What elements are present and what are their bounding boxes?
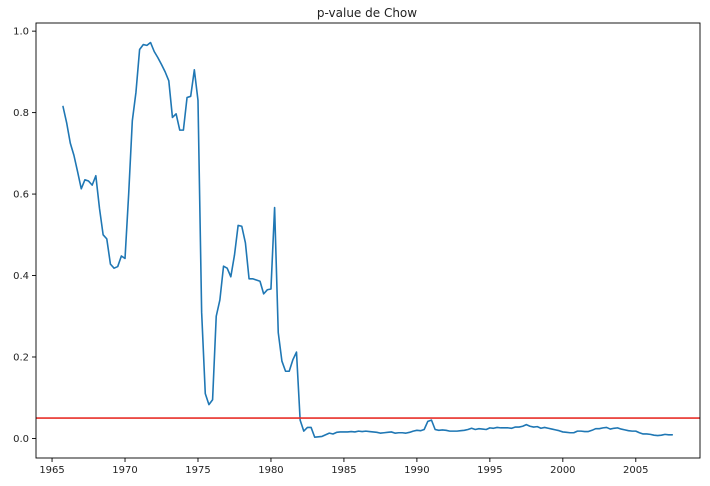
plot-area: [36, 41, 700, 439]
y-tick-label: 0.0: [13, 434, 29, 445]
y-tick-label: 0.2: [13, 352, 29, 363]
y-tick-label: 0.8: [13, 108, 29, 119]
x-tick-label: 1970: [112, 465, 137, 476]
y-tick-label: 0.4: [13, 271, 29, 282]
y-tick-label: 1.0: [13, 27, 29, 38]
axes-frame: [35, 22, 701, 459]
x-tick-label: 1995: [477, 465, 502, 476]
series-line-0: [62, 41, 674, 439]
axes: 1965 1970 1975 1980 1985 1990 1995 2000 2005 0.0 0…: [13, 22, 701, 476]
series-group: [36, 41, 700, 439]
y-tick-label: 0.6: [13, 190, 29, 201]
x-tick-label: 1965: [39, 465, 64, 476]
x-tick-label: 1980: [258, 465, 283, 476]
x-tick-label: 1975: [185, 465, 210, 476]
x-tick-label: 1985: [331, 465, 356, 476]
chart-title: p-value de Chow: [317, 6, 417, 20]
x-tick-label: 2005: [623, 465, 648, 476]
x-tick-label: 2000: [550, 465, 575, 476]
x-tick-label: 1990: [404, 465, 429, 476]
